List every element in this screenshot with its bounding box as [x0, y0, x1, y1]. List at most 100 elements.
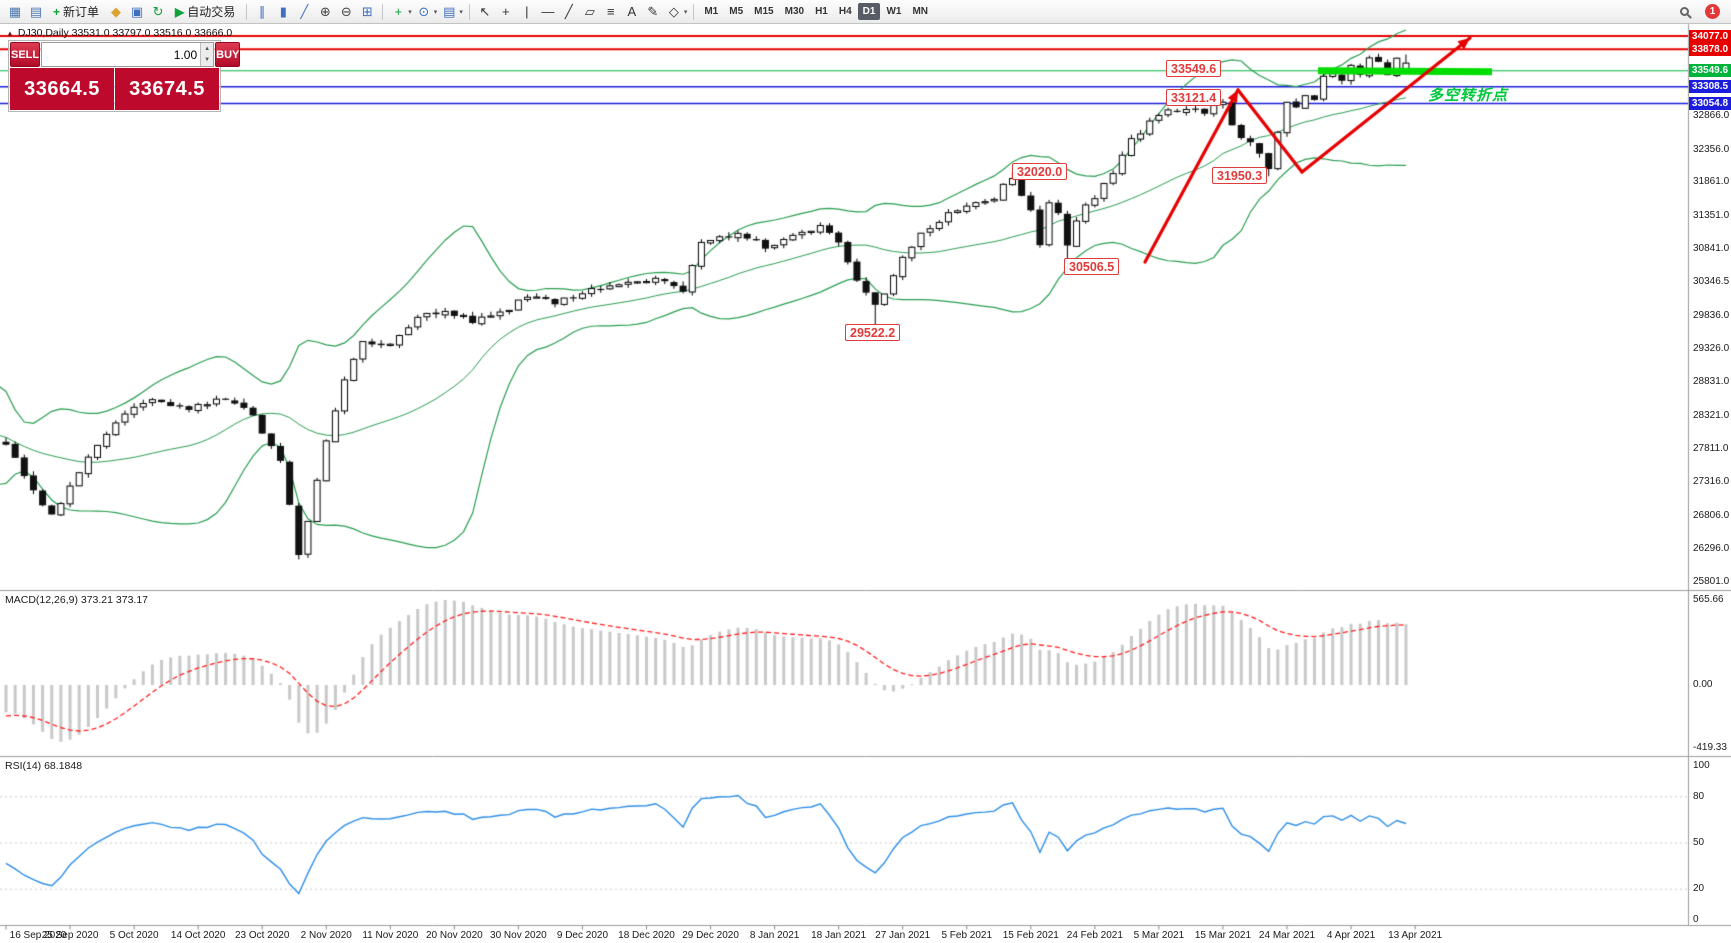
timeframe-m30[interactable]: M30: [784, 6, 805, 17]
account-icon[interactable]: ▣: [130, 4, 144, 19]
timeframe-m5[interactable]: M5: [729, 6, 744, 17]
symbol-ohlc-line: ▲ DJ30,Daily 33531.0 33797.0 33516.0 336…: [6, 27, 232, 39]
price-callout[interactable]: 30506.5: [1064, 258, 1120, 275]
axis-date-label: 2 Nov 2020: [300, 930, 352, 941]
timeframe-mn[interactable]: MN: [912, 6, 929, 17]
buy-price-button[interactable]: 33674.5: [115, 68, 219, 110]
algo-trading-button[interactable]: ▶ 自动交易: [169, 2, 241, 22]
axis-price-label: 28321.0: [1693, 409, 1730, 421]
volume-input[interactable]: [42, 43, 201, 66]
axis-date-label: 27 Jan 2021: [875, 930, 931, 941]
cursor-icon[interactable]: ↖: [479, 4, 491, 19]
axis-date-label: 23 Oct 2020: [234, 930, 290, 941]
axis-price-tag: 34077.0: [1689, 29, 1731, 43]
volume-down-button[interactable]: ▼: [201, 54, 214, 66]
fibonacci-icon[interactable]: ≡: [607, 4, 615, 19]
axis-date-label: 18 Jan 2021: [811, 930, 867, 941]
shapes-dropdown-icon[interactable]: ▾: [683, 8, 688, 16]
rsi-axis-label: 100: [1693, 760, 1710, 771]
shapes-icon[interactable]: ◇: [668, 4, 679, 19]
axis-price-tag: 33308.5: [1689, 80, 1731, 94]
indicators-icon[interactable]: +: [394, 4, 403, 19]
axis-price-label: 30346.5: [1693, 276, 1730, 288]
line-chart-icon[interactable]: ╱: [300, 4, 309, 19]
timeframe-h1[interactable]: H1: [815, 6, 828, 17]
channel-icon[interactable]: ▱: [584, 4, 595, 19]
axis-date-label: 24 Mar 2021: [1258, 930, 1316, 941]
timeframe-h4[interactable]: H4: [838, 6, 852, 17]
symbol-expand-icon[interactable]: ▲: [6, 28, 14, 38]
search-icon[interactable]: [1680, 7, 1689, 16]
cycles-icon[interactable]: ⊙: [418, 4, 430, 19]
sell-button[interactable]: SELL: [10, 42, 41, 67]
axis-date-label: 20 Nov 2020: [425, 930, 483, 941]
axis-price-label: 30841.0: [1693, 243, 1730, 255]
axis-date-label: 25 Sep 2020: [41, 930, 99, 941]
axis-date-label: 15 Feb 2021: [1002, 930, 1059, 941]
axis-price-label: 28831.0: [1693, 376, 1730, 388]
price-callout[interactable]: 31950.3: [1212, 167, 1268, 184]
timeframe-m1[interactable]: M1: [704, 6, 719, 17]
axis-date-label: 29 Dec 2020: [682, 930, 739, 941]
price-callout[interactable]: 32020.0: [1012, 163, 1068, 180]
buy-button[interactable]: BUY: [215, 42, 241, 67]
bar-chart-icon[interactable]: ∥: [259, 4, 266, 19]
tile-windows-icon[interactable]: ⊞: [361, 4, 373, 19]
new-order-button[interactable]: + 新订单: [47, 2, 105, 22]
price-callout[interactable]: 33549.6: [1166, 60, 1222, 77]
axis-price-label: 32866.0: [1693, 109, 1730, 121]
timeframe-m15[interactable]: M15: [754, 6, 774, 17]
one-click-trading-panel: SELL ▲ ▼ BUY 33664.5 33674.5: [8, 40, 241, 112]
sell-price-button[interactable]: 33664.5: [10, 68, 114, 110]
volume-up-button[interactable]: ▲: [201, 43, 214, 55]
toolbar-separator: [246, 3, 248, 20]
toolbar: ▦ ▤ + 新订单 ◆ ▣ ↻ ▶ 自动交易 ∥ ▮ ╱ ⊕ ⊖ ⊞ + ▾ ⊙ ▾ ▤ ▾ ↖ + | — ╱ ▱ ≡ A ✎ ◇ ▾ M1 M…: [0, 0, 1731, 24]
toolbar-separator: [468, 3, 470, 20]
axis-price-label: 32356.0: [1693, 143, 1730, 155]
vertical-line-icon[interactable]: |: [525, 4, 529, 19]
volume-field: ▲ ▼: [41, 42, 215, 67]
macd-axis-label: 565.66: [1693, 593, 1724, 605]
symbol-ohlc-text: DJ30,Daily 33531.0 33797.0 33516.0 33666…: [17, 27, 233, 39]
timeframe-d1[interactable]: D1: [857, 3, 881, 20]
trendline-icon[interactable]: ╱: [564, 4, 573, 19]
crosshair-icon[interactable]: +: [502, 4, 510, 19]
profile-window-icon[interactable]: ▤: [29, 4, 43, 19]
axis-date-label: 16 Sep 2020: [9, 930, 67, 941]
price-callout[interactable]: 29522.2: [845, 324, 901, 341]
timeframe-w1[interactable]: W1: [886, 6, 902, 17]
macd-indicator-label: MACD(12,26,9) 373.21 373.17: [5, 594, 149, 606]
axis-date-label: 30 Nov 2020: [490, 930, 547, 941]
data-window-dropdown-icon[interactable]: ▾: [459, 8, 463, 16]
rsi-axis-label: 20: [1693, 883, 1705, 895]
axis-date-label: 8 Jan 2021: [749, 930, 800, 941]
axis-price-label: 27811.0: [1693, 443, 1729, 455]
axis-price-label: 29326.0: [1693, 343, 1730, 355]
axis-price-label: 31861.0: [1693, 176, 1730, 188]
label-icon[interactable]: ✎: [647, 4, 659, 19]
rsi-axis-label: 0: [1693, 914, 1699, 925]
zoom-in-icon[interactable]: ⊕: [319, 4, 331, 19]
chart-window-icon[interactable]: ▦: [8, 4, 22, 19]
horizontal-line-icon[interactable]: —: [541, 4, 555, 19]
price-callout[interactable]: 33121.4: [1166, 89, 1222, 106]
axis-price-label: 26806.0: [1693, 509, 1730, 521]
zoom-out-icon[interactable]: ⊖: [340, 4, 352, 19]
candlestick-chart-icon[interactable]: ▮: [279, 4, 287, 19]
macd-axis-label: 0.00: [1693, 679, 1713, 690]
cycles-dropdown-icon[interactable]: ▾: [433, 8, 438, 16]
axis-price-label: 25801.0: [1693, 576, 1730, 587]
rsi-indicator-label: RSI(14) 68.1848: [5, 760, 83, 772]
deposit-icon[interactable]: ◆: [111, 4, 122, 19]
text-icon[interactable]: A: [627, 4, 637, 19]
rsi-axis-label: 80: [1693, 790, 1705, 802]
indicators-dropdown-icon[interactable]: ▾: [408, 8, 412, 16]
axis-date-label: 18 Dec 2020: [618, 930, 675, 941]
new-order-icon: +: [53, 4, 61, 19]
data-window-icon[interactable]: ▤: [443, 4, 456, 19]
axis-price-label: 27316.0: [1693, 476, 1730, 488]
notification-badge[interactable]: 1: [1705, 4, 1720, 19]
axis-price-tag: 33054.8: [1689, 96, 1731, 110]
refresh-icon[interactable]: ↻: [152, 4, 164, 19]
